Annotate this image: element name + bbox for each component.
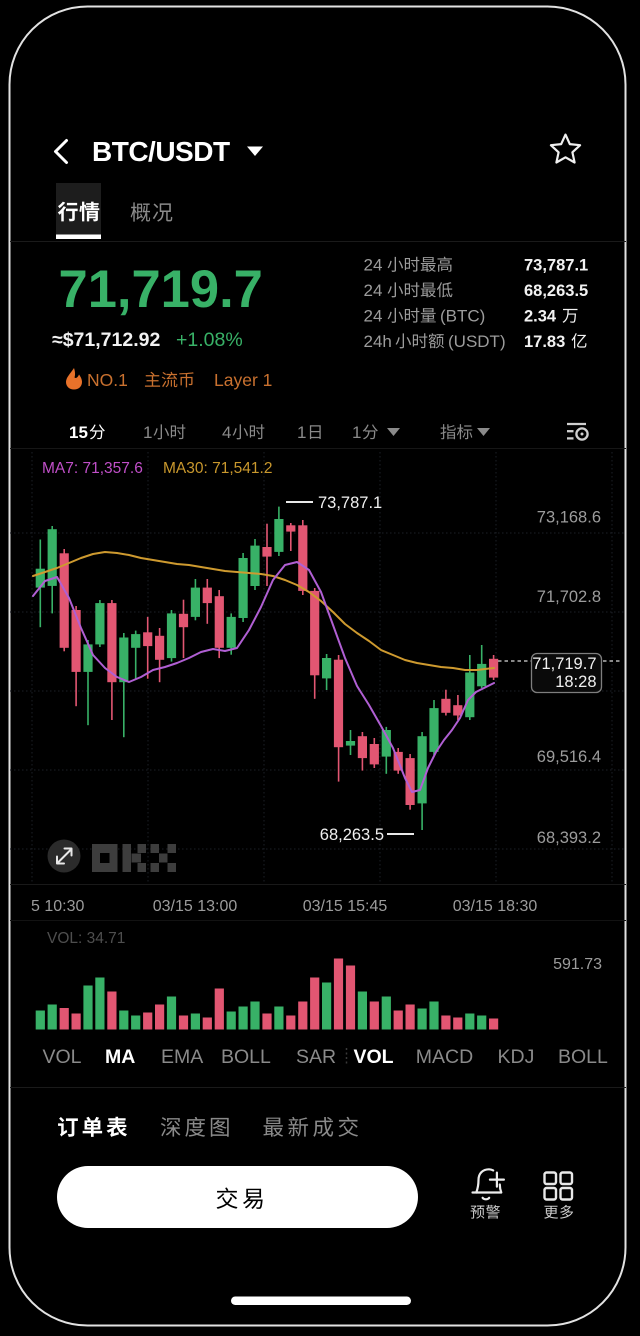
svg-text:MA30: 71,541.2: MA30: 71,541.2 — [163, 460, 272, 477]
svg-text:MACD: MACD — [416, 1046, 473, 1068]
svg-text:73,787.1: 73,787.1 — [524, 257, 588, 275]
svg-text:(USDT): (USDT) — [448, 332, 506, 351]
svg-text:24h: 24h — [364, 332, 392, 351]
svg-text:BOLL: BOLL — [558, 1046, 608, 1068]
svg-text:BOLL: BOLL — [221, 1046, 271, 1068]
svg-text:68,263.5: 68,263.5 — [320, 826, 384, 844]
svg-text:MA7: 71,357.6: MA7: 71,357.6 — [42, 460, 143, 477]
svg-text:17.83: 17.83 — [524, 333, 565, 351]
svg-text:Layer 1: Layer 1 — [214, 370, 272, 390]
svg-text:NO.1: NO.1 — [87, 370, 128, 390]
svg-text:SAR: SAR — [296, 1046, 336, 1068]
svg-text:VOL: VOL — [43, 1046, 82, 1068]
svg-text:03/15 18:30: 03/15 18:30 — [453, 898, 538, 915]
svg-text:1: 1 — [297, 423, 306, 442]
svg-text:1: 1 — [143, 423, 152, 442]
svg-text:4: 4 — [222, 423, 231, 442]
svg-text:VOL: 34.71: VOL: 34.71 — [47, 930, 125, 947]
svg-text:VOL: VOL — [354, 1046, 394, 1068]
svg-text:(BTC): (BTC) — [440, 307, 485, 326]
svg-text:68,263.5: 68,263.5 — [524, 282, 588, 300]
svg-text:24: 24 — [364, 256, 383, 275]
svg-text:5 10:30: 5 10:30 — [31, 898, 84, 915]
svg-text:+1.08%: +1.08% — [176, 329, 243, 351]
svg-text:15: 15 — [69, 423, 88, 442]
svg-text:EMA: EMA — [161, 1046, 203, 1068]
svg-text:03/15 13:00: 03/15 13:00 — [153, 898, 238, 915]
svg-text:73,787.1: 73,787.1 — [318, 494, 382, 512]
svg-text:1: 1 — [352, 423, 361, 442]
svg-text:BTC/USDT: BTC/USDT — [92, 136, 230, 167]
svg-text:MA: MA — [105, 1046, 135, 1068]
svg-text:KDJ: KDJ — [498, 1046, 535, 1068]
svg-text:73,168.6: 73,168.6 — [537, 509, 601, 527]
svg-text:03/15 15:45: 03/15 15:45 — [303, 898, 388, 915]
svg-text:71,719.7: 71,719.7 — [532, 655, 596, 673]
svg-text:≈$71,712.92: ≈$71,712.92 — [52, 329, 160, 351]
svg-text:71,719.7: 71,719.7 — [59, 260, 263, 319]
svg-text:18:28: 18:28 — [555, 673, 596, 691]
svg-text:71,702.8: 71,702.8 — [537, 588, 601, 606]
svg-text:69,516.4: 69,516.4 — [537, 748, 601, 766]
svg-text:68,393.2: 68,393.2 — [537, 829, 601, 847]
svg-text:24: 24 — [364, 281, 383, 300]
svg-text:2.34: 2.34 — [524, 308, 557, 326]
svg-text:591.73: 591.73 — [553, 956, 602, 973]
svg-text:24: 24 — [364, 307, 383, 326]
